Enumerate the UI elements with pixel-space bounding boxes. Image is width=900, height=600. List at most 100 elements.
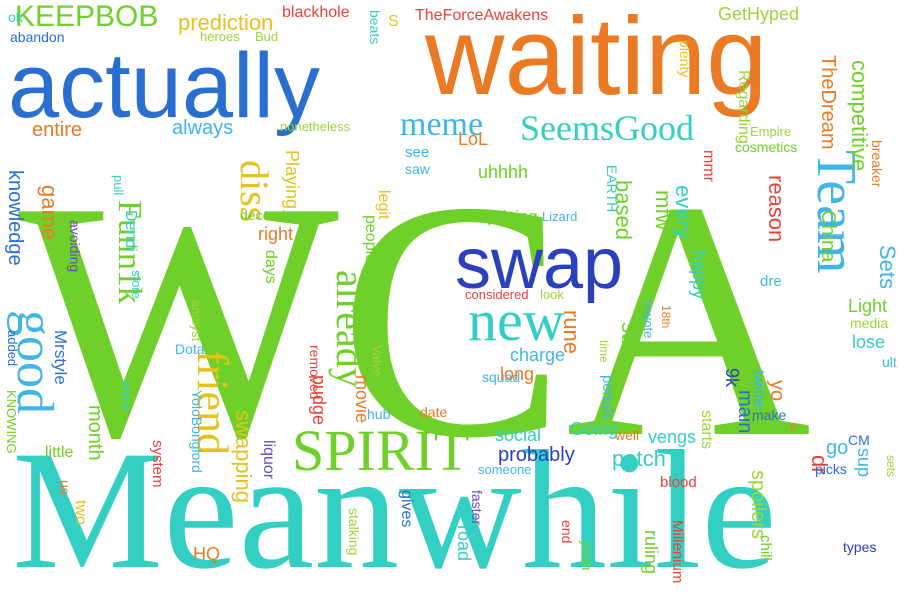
word-still: still [617, 322, 642, 354]
word-people: people [362, 215, 379, 264]
word-beats: beats [367, 10, 383, 45]
word-cm: CM [848, 432, 870, 448]
word-yolobonglord: YoloBonglord [189, 390, 205, 473]
word-knowing: KNOWING [4, 390, 19, 454]
word-uhhhh: uhhhh [478, 162, 529, 182]
word-store: store [129, 270, 144, 299]
word-valve: Valve [370, 345, 385, 377]
word-mmr: mmr [700, 150, 717, 182]
word-analyst: analyst [189, 300, 204, 342]
word-e: e [790, 419, 797, 433]
word-keepbob: KEEPBOB [15, 0, 159, 33]
word-considered: considered [465, 287, 529, 302]
word-patch: patch [612, 446, 666, 471]
word-pudge: pudge [309, 375, 329, 426]
word-dre: dre [760, 273, 782, 290]
word-new: new [468, 288, 565, 353]
word-avoiding: avoiding [67, 220, 83, 273]
word-hub: hub [367, 406, 391, 422]
word-little: little [45, 444, 74, 461]
word-mrstyle: Mrstyle [51, 330, 70, 385]
word-coyote: coyote [641, 300, 656, 339]
word-happy: happy [689, 250, 709, 300]
word-vengs: vengs [648, 427, 697, 447]
word-already: already [328, 270, 373, 388]
word-going: Going [570, 419, 619, 439]
word-end: end [559, 520, 575, 544]
word-playing: Playing [282, 150, 302, 210]
word-make: make [752, 407, 787, 423]
word-social: social [495, 425, 542, 445]
word-always: always [172, 117, 234, 139]
word-prediction: prediction [178, 10, 274, 35]
word-meanwhile: Meanwhile [12, 416, 777, 600]
word-s: S [388, 13, 399, 30]
word-pull: pull [111, 175, 126, 196]
word-faster: faster [469, 490, 485, 526]
word-spoilers: spoilers [747, 470, 769, 539]
word-picks: picks [815, 461, 847, 477]
word-lol: LoL [458, 129, 489, 149]
word-sets: Sets [875, 245, 900, 290]
word-empire: Empire [750, 124, 792, 139]
word-light: Light [848, 296, 888, 316]
word-entire: entire [32, 119, 83, 141]
word-reason: reason [764, 175, 789, 243]
word-types: types [843, 539, 877, 555]
word-voice: voice [119, 380, 134, 411]
word-competitive: competitive [847, 60, 872, 172]
word-china: China [817, 210, 839, 263]
word-media: media [850, 315, 889, 331]
word-yeah: yeah [579, 540, 595, 571]
word-time: time [597, 340, 611, 363]
word-dendi: Dendi [122, 210, 139, 252]
word-bud: Bud [255, 29, 279, 44]
word-date: date [420, 404, 448, 420]
word-two: two [72, 500, 89, 525]
word-gives: gives [398, 490, 415, 528]
word-18th: 18th [659, 305, 673, 329]
word-blood: blood [660, 474, 697, 491]
word-abandon: abandon [10, 29, 65, 45]
word-squad: squad [482, 369, 521, 385]
word-spirit: SPIRIT [292, 418, 470, 483]
word-nonetheless: nonetheless [280, 119, 351, 134]
word-long: long [500, 364, 535, 384]
word-thedream: TheDream [817, 55, 839, 150]
word-ult: ult [882, 354, 897, 370]
word-sup: sup [854, 448, 874, 478]
word-every: every [671, 185, 696, 239]
word-wca: WCA [18, 131, 812, 508]
word-saw: saw [405, 161, 430, 177]
word-waiting: waiting [425, 0, 768, 118]
word-cosmetics: cosmetics [735, 139, 798, 155]
word-millenium: Millenium [669, 520, 686, 584]
word-based: based [611, 180, 636, 240]
word-road: road [454, 525, 474, 562]
word-starts: starts [698, 410, 715, 450]
word-uprising: uprising [478, 207, 538, 226]
word-probably: probably [498, 444, 575, 466]
word-dota: Dota [175, 341, 205, 357]
word-seemsgood: SeemsGood [520, 108, 694, 148]
word-days: days [262, 250, 279, 284]
word-theforceawakens: TheForceAwakens [415, 7, 549, 24]
word-stalking: stalking [346, 508, 362, 556]
word-look: look [540, 287, 564, 302]
word-sets: sets [884, 455, 898, 478]
word-see: see [405, 144, 430, 161]
word-meme: meme [400, 106, 484, 143]
word-swapping: swapping [231, 410, 256, 503]
word-charge: charge [510, 345, 566, 365]
word-someone: someone [478, 462, 532, 477]
word-breaker: breaker [869, 140, 885, 188]
word-lizard: Lizard [542, 209, 578, 224]
word-chill: chill [757, 535, 774, 561]
word-us: us [57, 480, 73, 495]
word-go: go [826, 437, 849, 459]
word-regarding: Regarding [735, 70, 752, 144]
word-ok: ok [8, 9, 23, 25]
word-plenty: plenty [677, 40, 693, 78]
word-blackhole: blackhole [282, 4, 350, 21]
word-game: game [37, 185, 62, 241]
